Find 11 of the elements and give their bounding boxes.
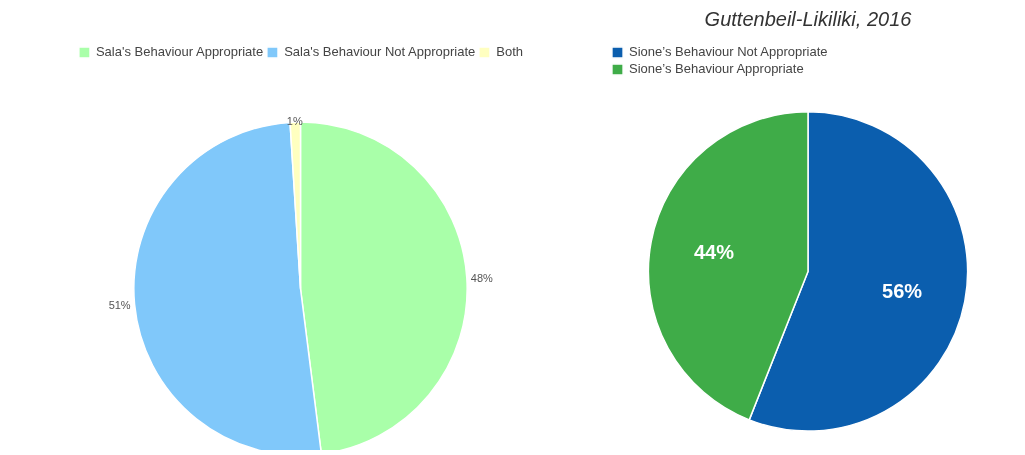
data-label: 1% (286, 114, 303, 127)
data-label: 51% (108, 298, 131, 311)
legend-label: Sione’s Behaviour Appropriate (629, 61, 804, 76)
data-label: 44% (693, 240, 735, 263)
data-label: 56% (882, 280, 923, 303)
legend-label: Sala's Behaviour Appropriate (95, 44, 264, 59)
legend-label: Both (496, 44, 524, 59)
data-label: 48% (470, 272, 494, 285)
chart-title: Guttenbeil-Likiliki, 2016 (704, 7, 913, 30)
legend-label: Sala's Behaviour Not Appropriate (284, 44, 476, 59)
legend-label: Sione’s Behaviour Not Appropriate (629, 44, 828, 59)
